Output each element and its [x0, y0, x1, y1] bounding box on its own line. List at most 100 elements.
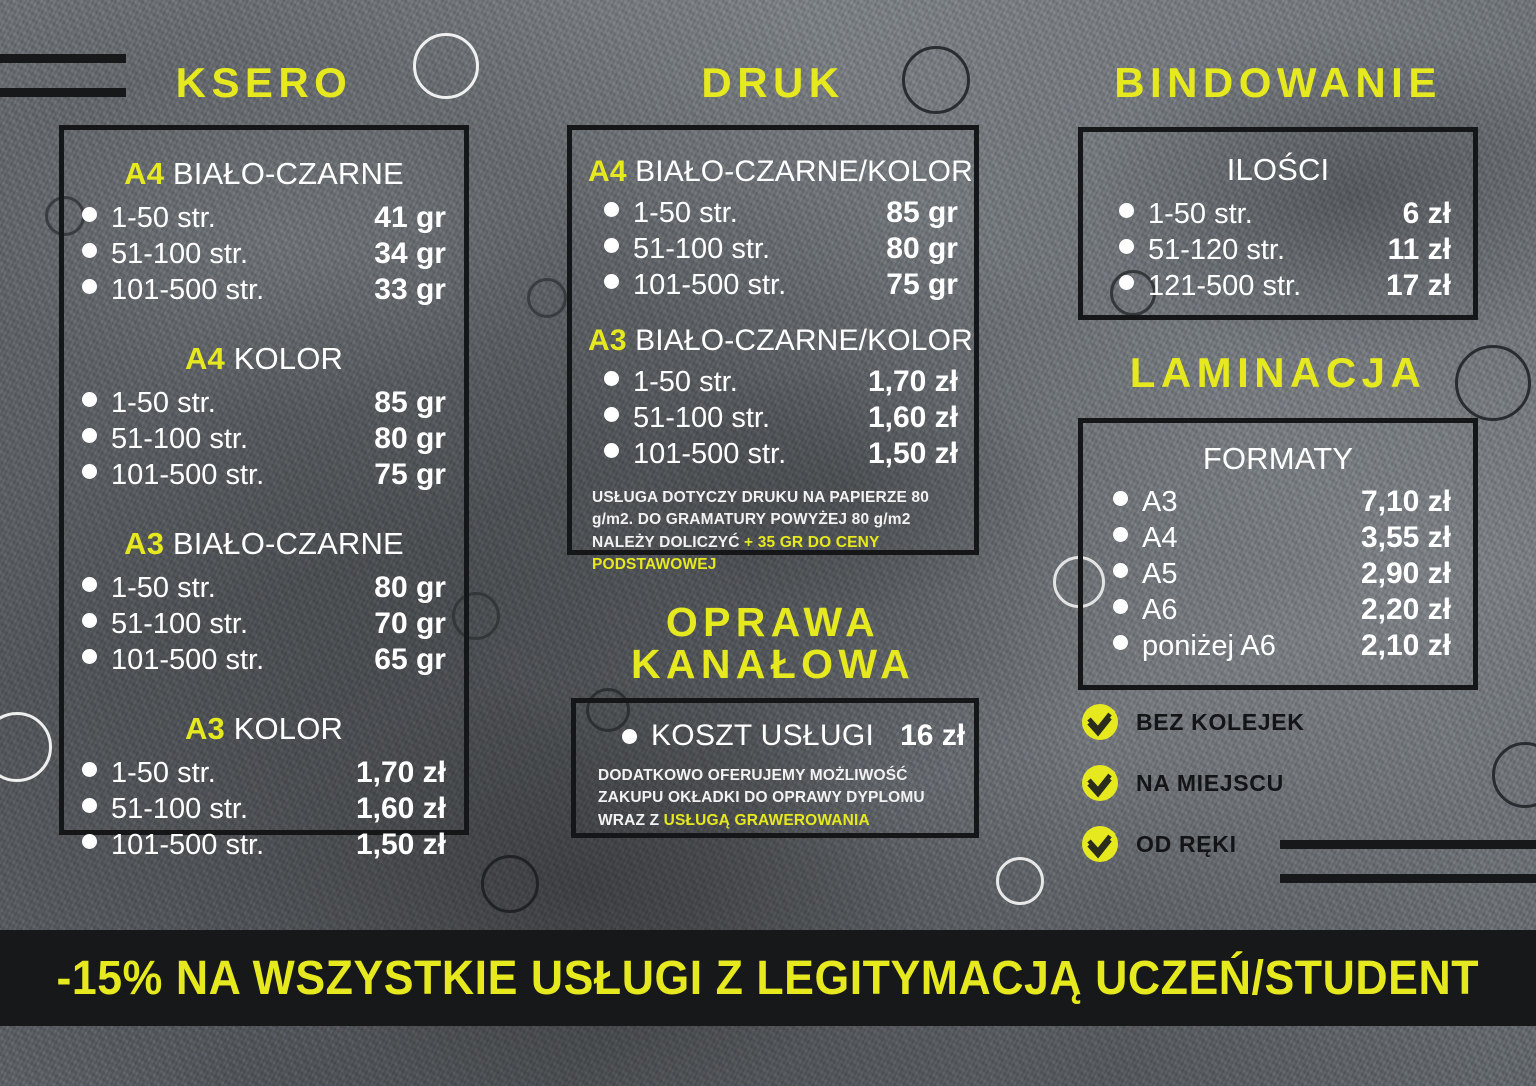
- price-row-label: 1-50 str.: [633, 197, 738, 229]
- price-row: 1-50 str. 41 gr: [82, 201, 446, 235]
- bullet-dot-icon: [604, 407, 619, 422]
- price-row: 101-500 str. 33 gr: [82, 273, 446, 307]
- bullet-dot-icon: [82, 762, 97, 777]
- price-row-value: 11 zł: [1387, 233, 1451, 266]
- group-heading-ksero-1: A4 KOLOR: [82, 341, 446, 377]
- price-row-label: poniżej A6: [1142, 630, 1276, 662]
- group-heading-ksero-0: A4 BIAŁO-CZARNE: [82, 156, 446, 192]
- group-heading-accent: A3: [184, 711, 225, 746]
- price-row: 51-100 str. 34 gr: [82, 237, 446, 271]
- panel-oprawa: KOSZT USŁUGI 16 zł DODATKOWO OFERUJEMY M…: [571, 698, 979, 838]
- price-row-label: 101-500 str.: [111, 644, 265, 676]
- price-list-ksero-1: 1-50 str. 85 gr 51-100 str. 80 gr 101-50…: [82, 386, 446, 492]
- bullet-dot-icon: [1113, 635, 1128, 650]
- group-heading-ksero-3: A3 KOLOR: [82, 711, 446, 747]
- price-row: 1-50 str. 85 gr: [82, 386, 446, 420]
- price-row-value: 75 gr: [886, 268, 958, 301]
- price-row: 51-120 str. 11 zł: [1119, 233, 1451, 267]
- column-title-oprawa-line1: OPRAWA: [665, 599, 881, 645]
- panel-ksero: A4 BIAŁO-CZARNE 1-50 str. 41 gr 51-100 s…: [59, 125, 469, 861]
- price-row-value: 70 gr: [374, 607, 446, 640]
- benefit-label: BEZ KOLEJEK: [1136, 708, 1305, 735]
- bullet-dot-icon: [604, 202, 619, 217]
- group-heading-bindowanie: ILOŚCI: [1226, 152, 1330, 187]
- oprawa-note-highlight: USŁUGĄ GRAWEROWANIA: [663, 811, 870, 829]
- price-row-label: 101-500 str.: [111, 829, 265, 861]
- price-list-ksero-0: 1-50 str. 41 gr 51-100 str. 34 gr 101-50…: [82, 201, 446, 307]
- bullet-dot-icon: [82, 577, 97, 592]
- price-row-value: 80 gr: [886, 232, 958, 265]
- price-row: 51-100 str. 80 gr: [82, 422, 446, 456]
- price-list-laminacja: A3 7,10 zł A4 3,55 zł A5 2,90 zł A6 2,20…: [1105, 485, 1451, 663]
- deco-ring-dark-6: [1455, 345, 1531, 421]
- price-row-label: A4: [1142, 522, 1178, 554]
- price-row-label: 51-100 str.: [111, 238, 249, 270]
- bullet-dot-icon: [604, 443, 619, 458]
- price-row: KOSZT USŁUGI 16 zł: [622, 719, 965, 753]
- price-row: 1-50 str. 85 gr: [604, 196, 958, 230]
- price-row: 101-500 str. 65 gr: [82, 643, 446, 677]
- column-title-bindowanie: BINDOWANIE: [1114, 59, 1442, 106]
- bullet-dot-icon: [82, 279, 97, 294]
- group-heading-accent: A4: [184, 341, 225, 376]
- benefit-item: BEZ KOLEJEK: [1080, 702, 1305, 742]
- price-row-label: A3: [1142, 486, 1178, 518]
- bullet-dot-icon: [82, 649, 97, 664]
- group-heading-accent: A4: [124, 156, 165, 191]
- bullet-dot-icon: [82, 392, 97, 407]
- panel-bindowanie: ILOŚCI 1-50 str. 6 zł 51-120 str. 11 zł …: [1078, 127, 1478, 320]
- bullet-dot-icon: [82, 428, 97, 443]
- oprawa-note: DODATKOWO OFERUJEMY MOŻLIWOŚĆ ZAKUPU OKŁ…: [592, 765, 958, 832]
- deco-ring-dark-2: [527, 278, 567, 318]
- price-row-label: 1-50 str.: [1148, 198, 1253, 230]
- price-row: 121-500 str. 17 zł: [1119, 269, 1451, 303]
- bullet-dot-icon: [1113, 491, 1128, 506]
- price-row-value: 2,90 zł: [1360, 557, 1451, 590]
- price-list-bindowanie: 1-50 str. 6 zł 51-120 str. 11 zł 121-500…: [1105, 197, 1451, 303]
- group-heading-druk-0: A4 BIAŁO-CZARNE/KOLOR: [588, 155, 973, 189]
- price-row-label: 101-500 str.: [111, 274, 265, 306]
- price-row: 1-50 str. 6 zł: [1119, 197, 1451, 231]
- bullet-dot-icon: [82, 613, 97, 628]
- price-list-druk-1: 1-50 str. 1,70 zł 51-100 str. 1,60 zł 10…: [588, 365, 958, 471]
- group-heading-accent: A4: [588, 155, 627, 188]
- price-row: 1-50 str. 1,70 zł: [82, 756, 446, 790]
- oprawa-note-plain: DODATKOWO OFERUJEMY MOŻLIWOŚĆ ZAKUPU OKŁ…: [598, 767, 925, 829]
- druk-note: USŁUGA DOTYCZY DRUKU NA PAPIERZE 80 g/m2…: [588, 487, 958, 577]
- price-row-value: 65 gr: [374, 643, 446, 676]
- price-list-ksero-2: 1-50 str. 80 gr 51-100 str. 70 gr 101-50…: [82, 571, 446, 677]
- deco-ring-dark-8: [481, 855, 539, 913]
- benefit-item: OD RĘKI: [1080, 824, 1305, 864]
- deco-ring-dark-5: [586, 688, 630, 732]
- bullet-dot-icon: [604, 238, 619, 253]
- deco-ring-dark-1: [902, 46, 970, 114]
- group-heading-accent: A3: [588, 324, 627, 357]
- check-circle-icon: [1082, 826, 1118, 862]
- column-title-druk: DRUK: [701, 59, 845, 106]
- deco-ring-white-3: [0, 712, 52, 782]
- deco-bar-top-left-1: [0, 54, 126, 63]
- bullet-dot-icon: [604, 371, 619, 386]
- bullet-dot-icon: [82, 243, 97, 258]
- bullet-dot-icon: [604, 274, 619, 289]
- price-row-label: 1-50 str.: [633, 366, 738, 398]
- price-row: 1-50 str. 1,70 zł: [604, 365, 958, 399]
- group-heading-accent: A3: [124, 526, 165, 561]
- price-row-value: 33 gr: [374, 273, 446, 306]
- price-row-label: 51-100 str.: [633, 233, 771, 265]
- price-row-value: 1,70 zł: [867, 365, 958, 398]
- bullet-dot-icon: [1119, 275, 1134, 290]
- price-row-label: A6: [1142, 594, 1178, 626]
- deco-ring-white-1: [413, 33, 479, 99]
- price-row-value: 17 zł: [1385, 269, 1451, 302]
- price-row: A5 2,90 zł: [1113, 557, 1451, 591]
- benefit-item: NA MIEJSCU: [1080, 763, 1305, 803]
- price-row: 1-50 str. 80 gr: [82, 571, 446, 605]
- group-heading-rest: BIAŁO-CZARNE: [164, 526, 404, 561]
- price-row-label: 1-50 str.: [111, 202, 216, 234]
- price-row: A6 2,20 zł: [1113, 593, 1451, 627]
- promo-banner: -15% NA WSZYSTKIE USŁUGI Z LEGITYMACJĄ U…: [0, 930, 1536, 1026]
- price-row: 51-100 str. 80 gr: [604, 232, 958, 266]
- price-row-value: 1,60 zł: [355, 792, 446, 825]
